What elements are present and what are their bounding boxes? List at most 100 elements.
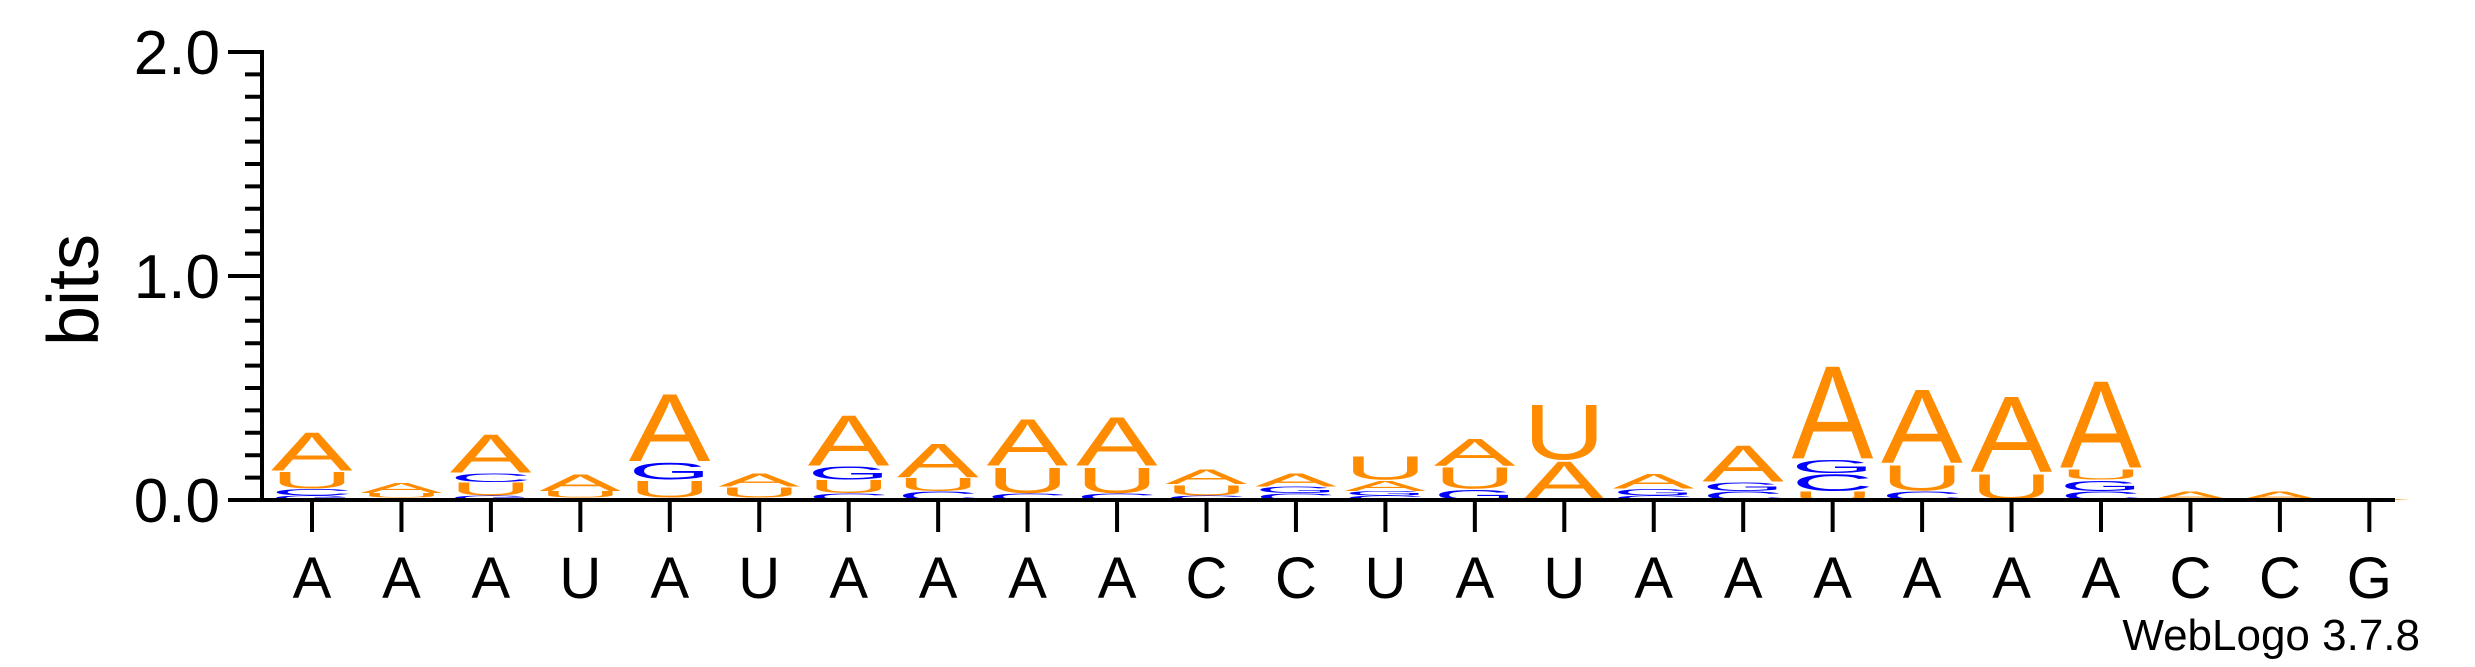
logo-letter-G: G	[1613, 487, 1695, 497]
x-tick-label: A	[1813, 546, 1852, 611]
logo-letter-C: C	[808, 492, 890, 502]
logo-letter-A: A	[1434, 431, 1516, 475]
logo-letter-G: G	[629, 458, 711, 485]
logo-letter-C: C	[271, 487, 353, 497]
logo-column: CUA	[539, 469, 621, 501]
x-tick-label: A	[1008, 546, 1047, 611]
x-tick-label: A	[472, 546, 511, 611]
logo-letter-G: G	[271, 494, 353, 501]
logo-letter-U: U	[987, 460, 1069, 501]
weblogo-credit: WebLogo 3.7.8	[2122, 611, 2420, 660]
logo-column: CUA	[360, 480, 442, 501]
logo-letter-A: A	[450, 424, 532, 485]
x-tick-label: A	[1903, 546, 1942, 611]
logo-letter-G: G	[808, 464, 890, 484]
logo-letter-G: G	[1255, 485, 1337, 495]
logo-letter-U: U	[539, 490, 621, 500]
x-tick-label: C	[1186, 546, 1228, 611]
logo-letter-C: C	[450, 471, 532, 484]
logo-letter-A: A	[1166, 465, 1248, 489]
logo-letter-U: U	[808, 477, 890, 497]
y-tick-label: 2.0	[134, 19, 220, 88]
logo-letter-U: U	[2060, 466, 2142, 483]
logo-letter-A: A	[1971, 373, 2053, 495]
y-axis: 0.0 1.0 2.0	[134, 19, 264, 536]
logo-letter-A: A	[1255, 470, 1338, 490]
logo-letter-C: C	[1613, 495, 1695, 502]
logo-letter-A: A	[1613, 469, 1695, 493]
logo-letter-A: A	[1344, 477, 1426, 494]
logo-letter-A: A	[629, 374, 711, 482]
logo-column: UA	[1971, 373, 2053, 507]
logo-letter-A: A	[1792, 339, 1874, 488]
logo-letter-U: U	[1881, 458, 1963, 499]
x-tick-label: A	[919, 546, 958, 611]
logo-letter-U: U	[718, 484, 800, 501]
x-tick-label: A	[1456, 546, 1495, 611]
x-tick-label: A	[1724, 546, 1763, 611]
logo-letter-U: U	[360, 492, 442, 499]
x-tick-label: A	[650, 546, 689, 611]
logo-letter-U: U	[1344, 449, 1426, 486]
x-tick-label: A	[1992, 546, 2031, 611]
logo-letter-G: G	[1344, 490, 1426, 497]
x-tick-label: A	[829, 546, 868, 611]
x-tick-label: U	[1364, 546, 1406, 611]
logo-letter-C: C	[1255, 492, 1337, 502]
y-tick-label: 1.0	[134, 243, 220, 312]
logo-letter-U: U	[897, 475, 979, 495]
logo-column: CGA	[1613, 469, 1695, 501]
logo-letter-U: U	[1076, 460, 1158, 501]
logo-letter-G: G	[1702, 480, 1784, 494]
logo-letter-G: G	[2060, 477, 2142, 494]
logo-column: CUA	[1166, 465, 1248, 501]
x-tick-label: U	[559, 546, 601, 611]
logo-columns: GCUACUAGUCACUACUGACUACUGACUACUACUACUACGA…	[271, 339, 2410, 512]
logo-column: CGA	[1702, 435, 1784, 503]
x-tick-label: G	[2347, 546, 2392, 611]
y-tick-label: 0.0	[134, 467, 220, 536]
logo-letter-C: C	[1792, 469, 1874, 496]
logo-column: CUA	[718, 470, 801, 501]
logo-letter-C: C	[987, 492, 1069, 502]
x-tick-label: A	[2082, 546, 2121, 611]
x-tick-label: A	[1098, 546, 1137, 611]
y-axis-label: bits	[34, 234, 114, 346]
logo-column: CUA	[897, 433, 979, 502]
x-tick-label: C	[1275, 546, 1317, 611]
x-tick-label: U	[1543, 546, 1585, 611]
logo-letter-A: A	[539, 469, 621, 496]
logo-letter-U: U	[450, 479, 532, 499]
logo-column: CUA	[1881, 368, 1963, 503]
logo-letter-U: U	[271, 467, 353, 494]
x-tick-label: A	[382, 546, 421, 611]
logo-letter-U: U	[1166, 482, 1248, 499]
logo-column: AU	[1523, 388, 1605, 512]
logo-column: CUA	[987, 406, 1069, 502]
logo-letter-A: A	[1702, 435, 1784, 493]
logo-letter-A: A	[718, 470, 801, 490]
logo-letter-U: U	[1434, 461, 1516, 495]
logo-letter-C: C	[1344, 495, 1426, 502]
x-tick-label: A	[1634, 546, 1673, 611]
logo-letter-U: U	[1523, 388, 1605, 476]
logo-letter-A: A	[1076, 403, 1158, 481]
logo-letter-A: A	[271, 421, 353, 482]
x-tick-label: C	[2259, 546, 2301, 611]
logo-letter-A: A	[897, 433, 979, 487]
logo-column: CUA	[1076, 403, 1158, 501]
logo-letter-G: G	[450, 494, 532, 501]
x-tick-label: A	[293, 546, 332, 611]
logo-letter-A: A	[360, 480, 442, 497]
logo-letter-C: C	[1166, 495, 1248, 502]
logo-letter-A: A	[1881, 368, 1963, 486]
logo-letter-A: A	[987, 406, 1069, 480]
logo-column: GUA	[1434, 431, 1516, 503]
